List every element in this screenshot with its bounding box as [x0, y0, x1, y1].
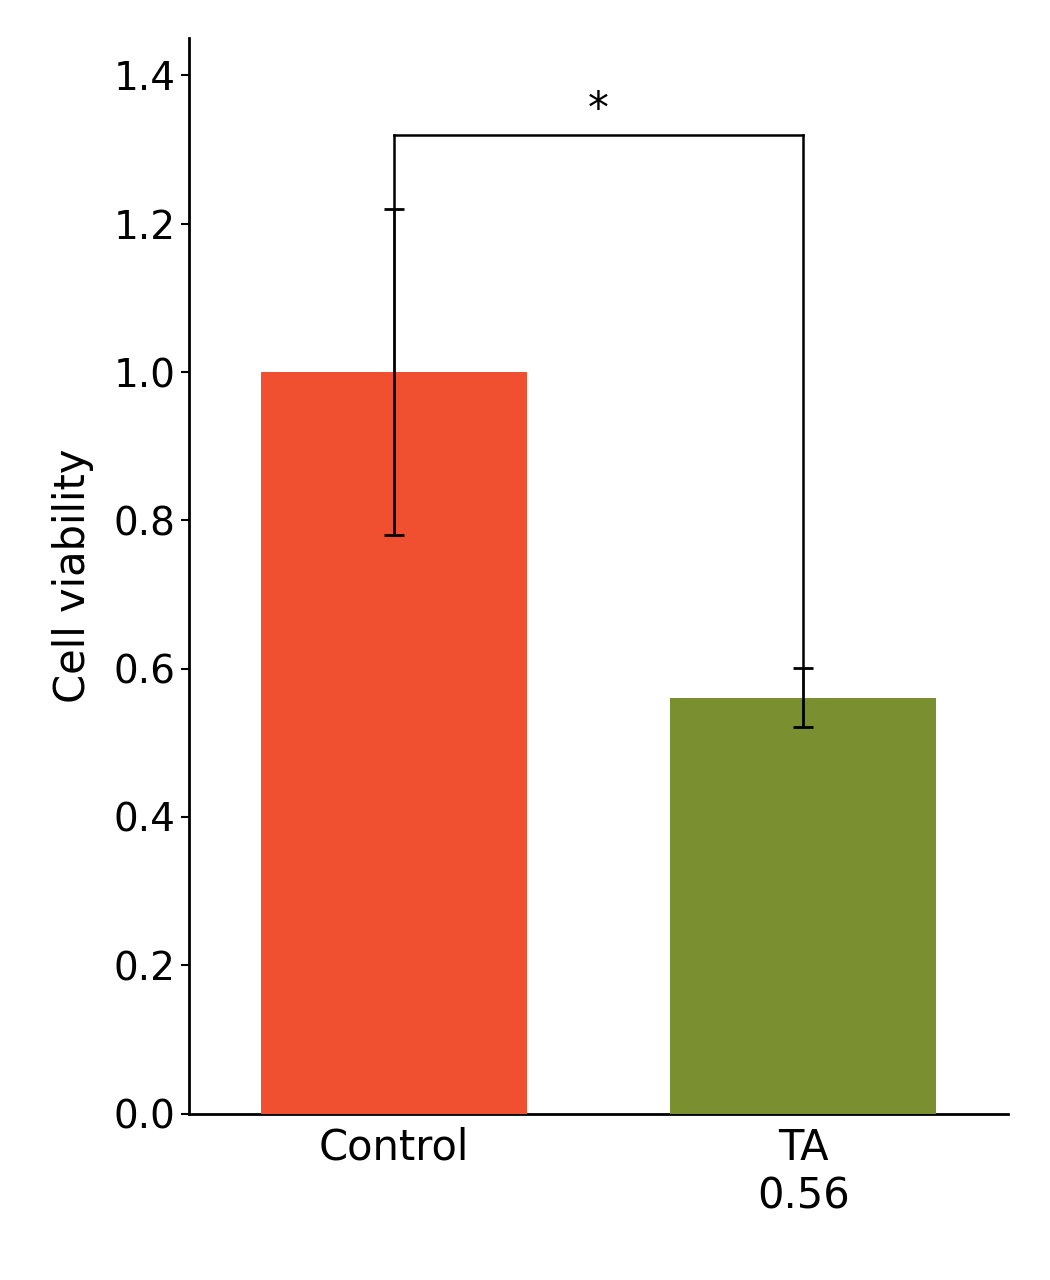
- Y-axis label: Cell viability: Cell viability: [52, 449, 94, 703]
- Bar: [670, 698, 937, 1114]
- Bar: [260, 372, 527, 1114]
- Text: *: *: [588, 90, 609, 131]
